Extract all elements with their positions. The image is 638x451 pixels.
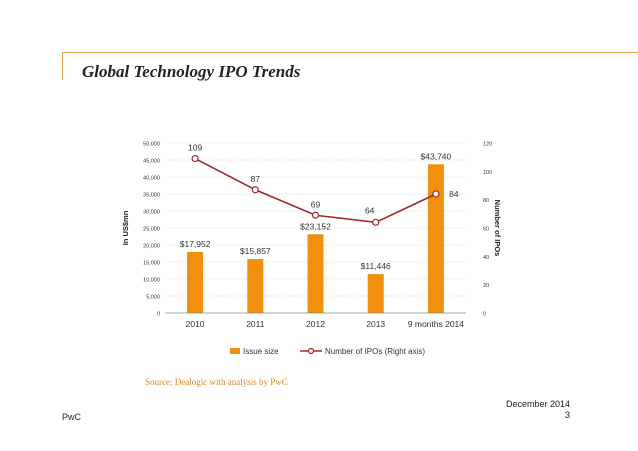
line-point <box>251 186 259 194</box>
left-axis: 0 5,000 10,000 15,000 20,000 25,000 30,000 35,0… <box>121 142 160 318</box>
line-point <box>432 190 440 198</box>
x-tick-label: 2013 <box>366 319 385 329</box>
right-tick-label: 40 <box>483 255 489 261</box>
footer-date-page: December 2014 3 <box>506 399 570 421</box>
right-tick-label: 20 <box>483 283 489 289</box>
bar <box>187 251 204 313</box>
left-tick-label: 30,000 <box>143 210 160 216</box>
left-tick-label: 5,000 <box>146 295 160 301</box>
bar-series: $17,952 $15,857 $23,152 $11,446 $43,740 <box>180 151 452 313</box>
left-tick-label: 10,000 <box>143 278 160 284</box>
footer-date: December 2014 <box>505 399 570 409</box>
right-axis-title: Number of IPOs <box>493 200 502 257</box>
line-data-label: 109 <box>188 143 202 153</box>
page-number: 3 <box>564 410 570 420</box>
legend-line-marker <box>307 347 315 355</box>
x-axis: 2010 2011 2012 2013 9 months 2014 <box>165 312 466 329</box>
left-tick-label: 0 <box>157 312 160 318</box>
right-tick-label: 0 <box>483 312 486 318</box>
left-tick-label: 45,000 <box>143 159 160 165</box>
legend-bar-label: Issue size <box>243 347 279 356</box>
left-tick-label: 20,000 <box>143 244 160 250</box>
line-point <box>191 154 199 163</box>
left-tick-label: 40,000 <box>143 176 160 182</box>
line-point <box>311 211 320 219</box>
bar-data-label: $43,740 <box>421 151 452 161</box>
left-tick-label: 35,000 <box>143 193 160 199</box>
bar <box>427 164 444 313</box>
line-data-label: 87 <box>251 174 261 184</box>
right-tick-label: 100 <box>483 170 492 176</box>
slide-title: Global Technology IPO Trends <box>82 62 301 81</box>
x-tick-label: 9 months 2014 <box>408 319 465 329</box>
bar-data-label: $11,446 <box>361 261 391 271</box>
legend-line-label: Number of IPOs (Right axis) <box>325 347 425 356</box>
right-axis: 0 20 40 60 80 100 120 Number of IPOs <box>483 142 502 318</box>
x-tick-label: 2011 <box>246 319 265 329</box>
bar <box>247 259 264 313</box>
legend-bar-swatch <box>230 348 240 354</box>
left-tick-label: 15,000 <box>143 261 160 267</box>
line-series: 109 87 69 64 84 <box>188 143 459 226</box>
line-data-label: 69 <box>311 199 321 209</box>
right-tick-label: 80 <box>483 198 489 204</box>
legend: Issue size Number of IPOs (Right axis) <box>230 347 425 356</box>
left-axis-title: In US$mn <box>121 210 130 245</box>
header-side-rule <box>62 52 63 80</box>
footer-brand: PwC <box>62 412 82 422</box>
left-tick-label: 25,000 <box>143 227 160 233</box>
x-tick-label: 2012 <box>306 319 325 329</box>
bar-data-label: $17,952 <box>180 239 211 249</box>
source-note: Source: Dealogic with analysis by PwC <box>145 377 288 387</box>
bar-data-label: $15,857 <box>240 246 271 256</box>
right-tick-label: 120 <box>483 142 492 148</box>
line-data-label: 84 <box>449 189 459 199</box>
line-data-label: 64 <box>365 205 375 215</box>
right-tick-label: 60 <box>483 227 489 233</box>
header-rule <box>62 52 638 53</box>
bar-data-label: $23,152 <box>300 221 331 231</box>
left-tick-label: 50,000 <box>143 142 160 148</box>
x-tick-label: 2010 <box>186 319 205 329</box>
bar <box>367 274 384 313</box>
bar <box>307 234 324 313</box>
line-point <box>372 218 380 226</box>
